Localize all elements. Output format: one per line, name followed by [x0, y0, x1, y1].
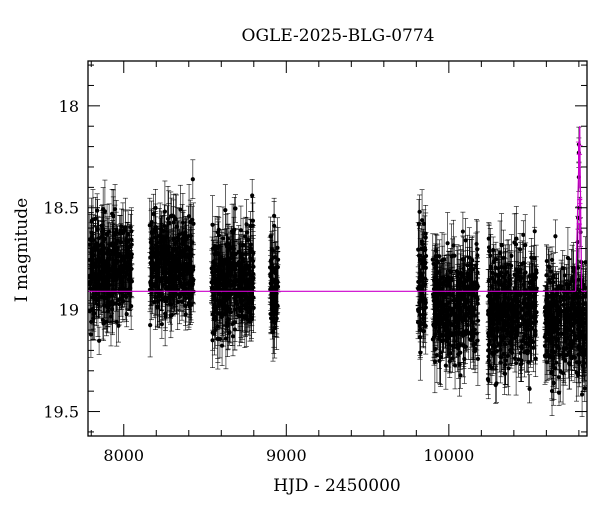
plot-area: [88, 126, 587, 417]
chart-title: OGLE-2025-BLG-0774: [242, 26, 435, 46]
